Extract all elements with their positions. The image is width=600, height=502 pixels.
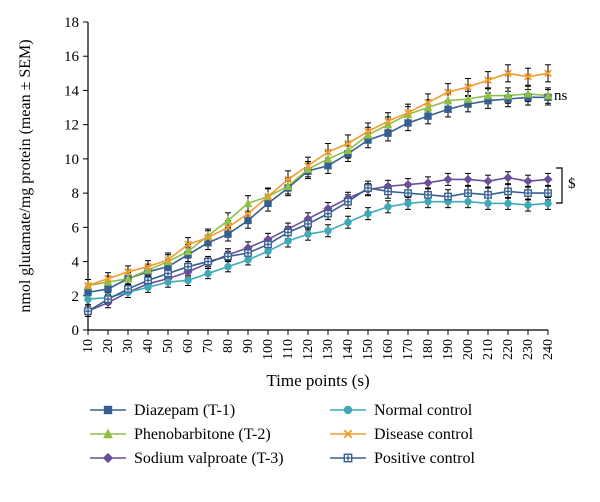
- svg-text:4: 4: [72, 255, 80, 271]
- svg-text:120: 120: [301, 339, 316, 360]
- svg-text:50: 50: [161, 339, 176, 353]
- svg-text:30: 30: [121, 339, 136, 353]
- svg-text:nmol glutamate/mg protein (mea: nmol glutamate/mg protein (mean ± SEM): [17, 39, 34, 312]
- svg-text:0: 0: [72, 323, 80, 339]
- svg-text:$: $: [568, 176, 576, 192]
- svg-text:170: 170: [401, 339, 416, 360]
- svg-text:210: 210: [481, 339, 496, 360]
- svg-text:60: 60: [181, 339, 196, 353]
- svg-text:Time points (s): Time points (s): [266, 371, 369, 390]
- svg-text:Disease control: Disease control: [374, 426, 474, 443]
- svg-text:150: 150: [361, 339, 376, 360]
- svg-text:Positive control: Positive control: [374, 450, 475, 467]
- svg-text:100: 100: [261, 339, 276, 360]
- svg-text:Diazepam (T-1): Diazepam (T-1): [134, 402, 235, 419]
- svg-text:140: 140: [341, 339, 356, 360]
- svg-text:6: 6: [72, 220, 80, 236]
- svg-text:80: 80: [221, 339, 236, 353]
- svg-text:10: 10: [64, 152, 79, 168]
- svg-text:20: 20: [101, 339, 116, 353]
- svg-text:70: 70: [201, 339, 216, 353]
- svg-text:Normal control: Normal control: [374, 402, 473, 419]
- svg-text:10: 10: [81, 339, 96, 353]
- svg-text:ns: ns: [554, 88, 568, 104]
- svg-text:12: 12: [64, 118, 79, 134]
- svg-text:14: 14: [64, 83, 80, 99]
- svg-text:16: 16: [64, 49, 80, 65]
- glutamate-chart: 0 2 4 6 8 10 12 14 16 18 nmol glutamate/mg protein…: [0, 0, 600, 502]
- svg-text:90: 90: [241, 339, 256, 353]
- svg-text:180: 180: [421, 339, 436, 360]
- svg-text:18: 18: [64, 15, 79, 31]
- svg-text:8: 8: [72, 186, 80, 202]
- svg-text:240: 240: [541, 339, 556, 360]
- svg-text:40: 40: [141, 339, 156, 353]
- svg-text:200: 200: [461, 339, 476, 360]
- svg-text:160: 160: [381, 339, 396, 360]
- svg-text:220: 220: [501, 339, 516, 360]
- svg-text:Phenobarbitone (T-2): Phenobarbitone (T-2): [134, 426, 271, 443]
- svg-text:110: 110: [281, 339, 296, 359]
- svg-text:230: 230: [521, 339, 536, 360]
- svg-text:190: 190: [441, 339, 456, 360]
- svg-text:Sodium valproate (T-3): Sodium valproate (T-3): [134, 450, 284, 467]
- svg-text:2: 2: [72, 289, 80, 305]
- svg-text:130: 130: [321, 339, 336, 360]
